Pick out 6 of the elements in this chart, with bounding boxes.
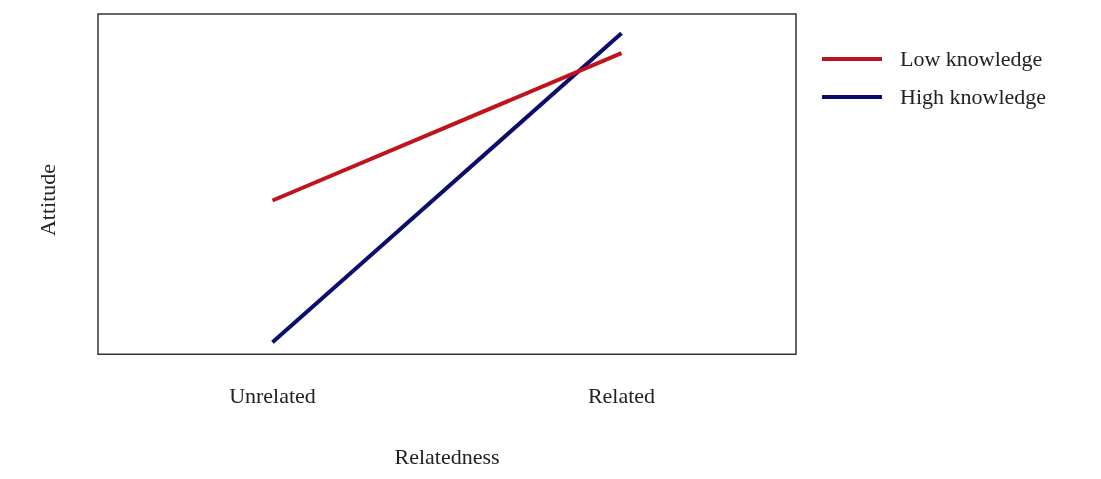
x-tick-label: Unrelated: [229, 383, 316, 409]
x-axis-title: Relatedness: [394, 443, 500, 469]
x-tick-label: Related: [587, 383, 656, 409]
y-axis-title: Attitude: [34, 163, 61, 237]
legend-label: High knowledge: [900, 83, 1047, 111]
legend-label: Low knowledge: [900, 45, 1043, 73]
